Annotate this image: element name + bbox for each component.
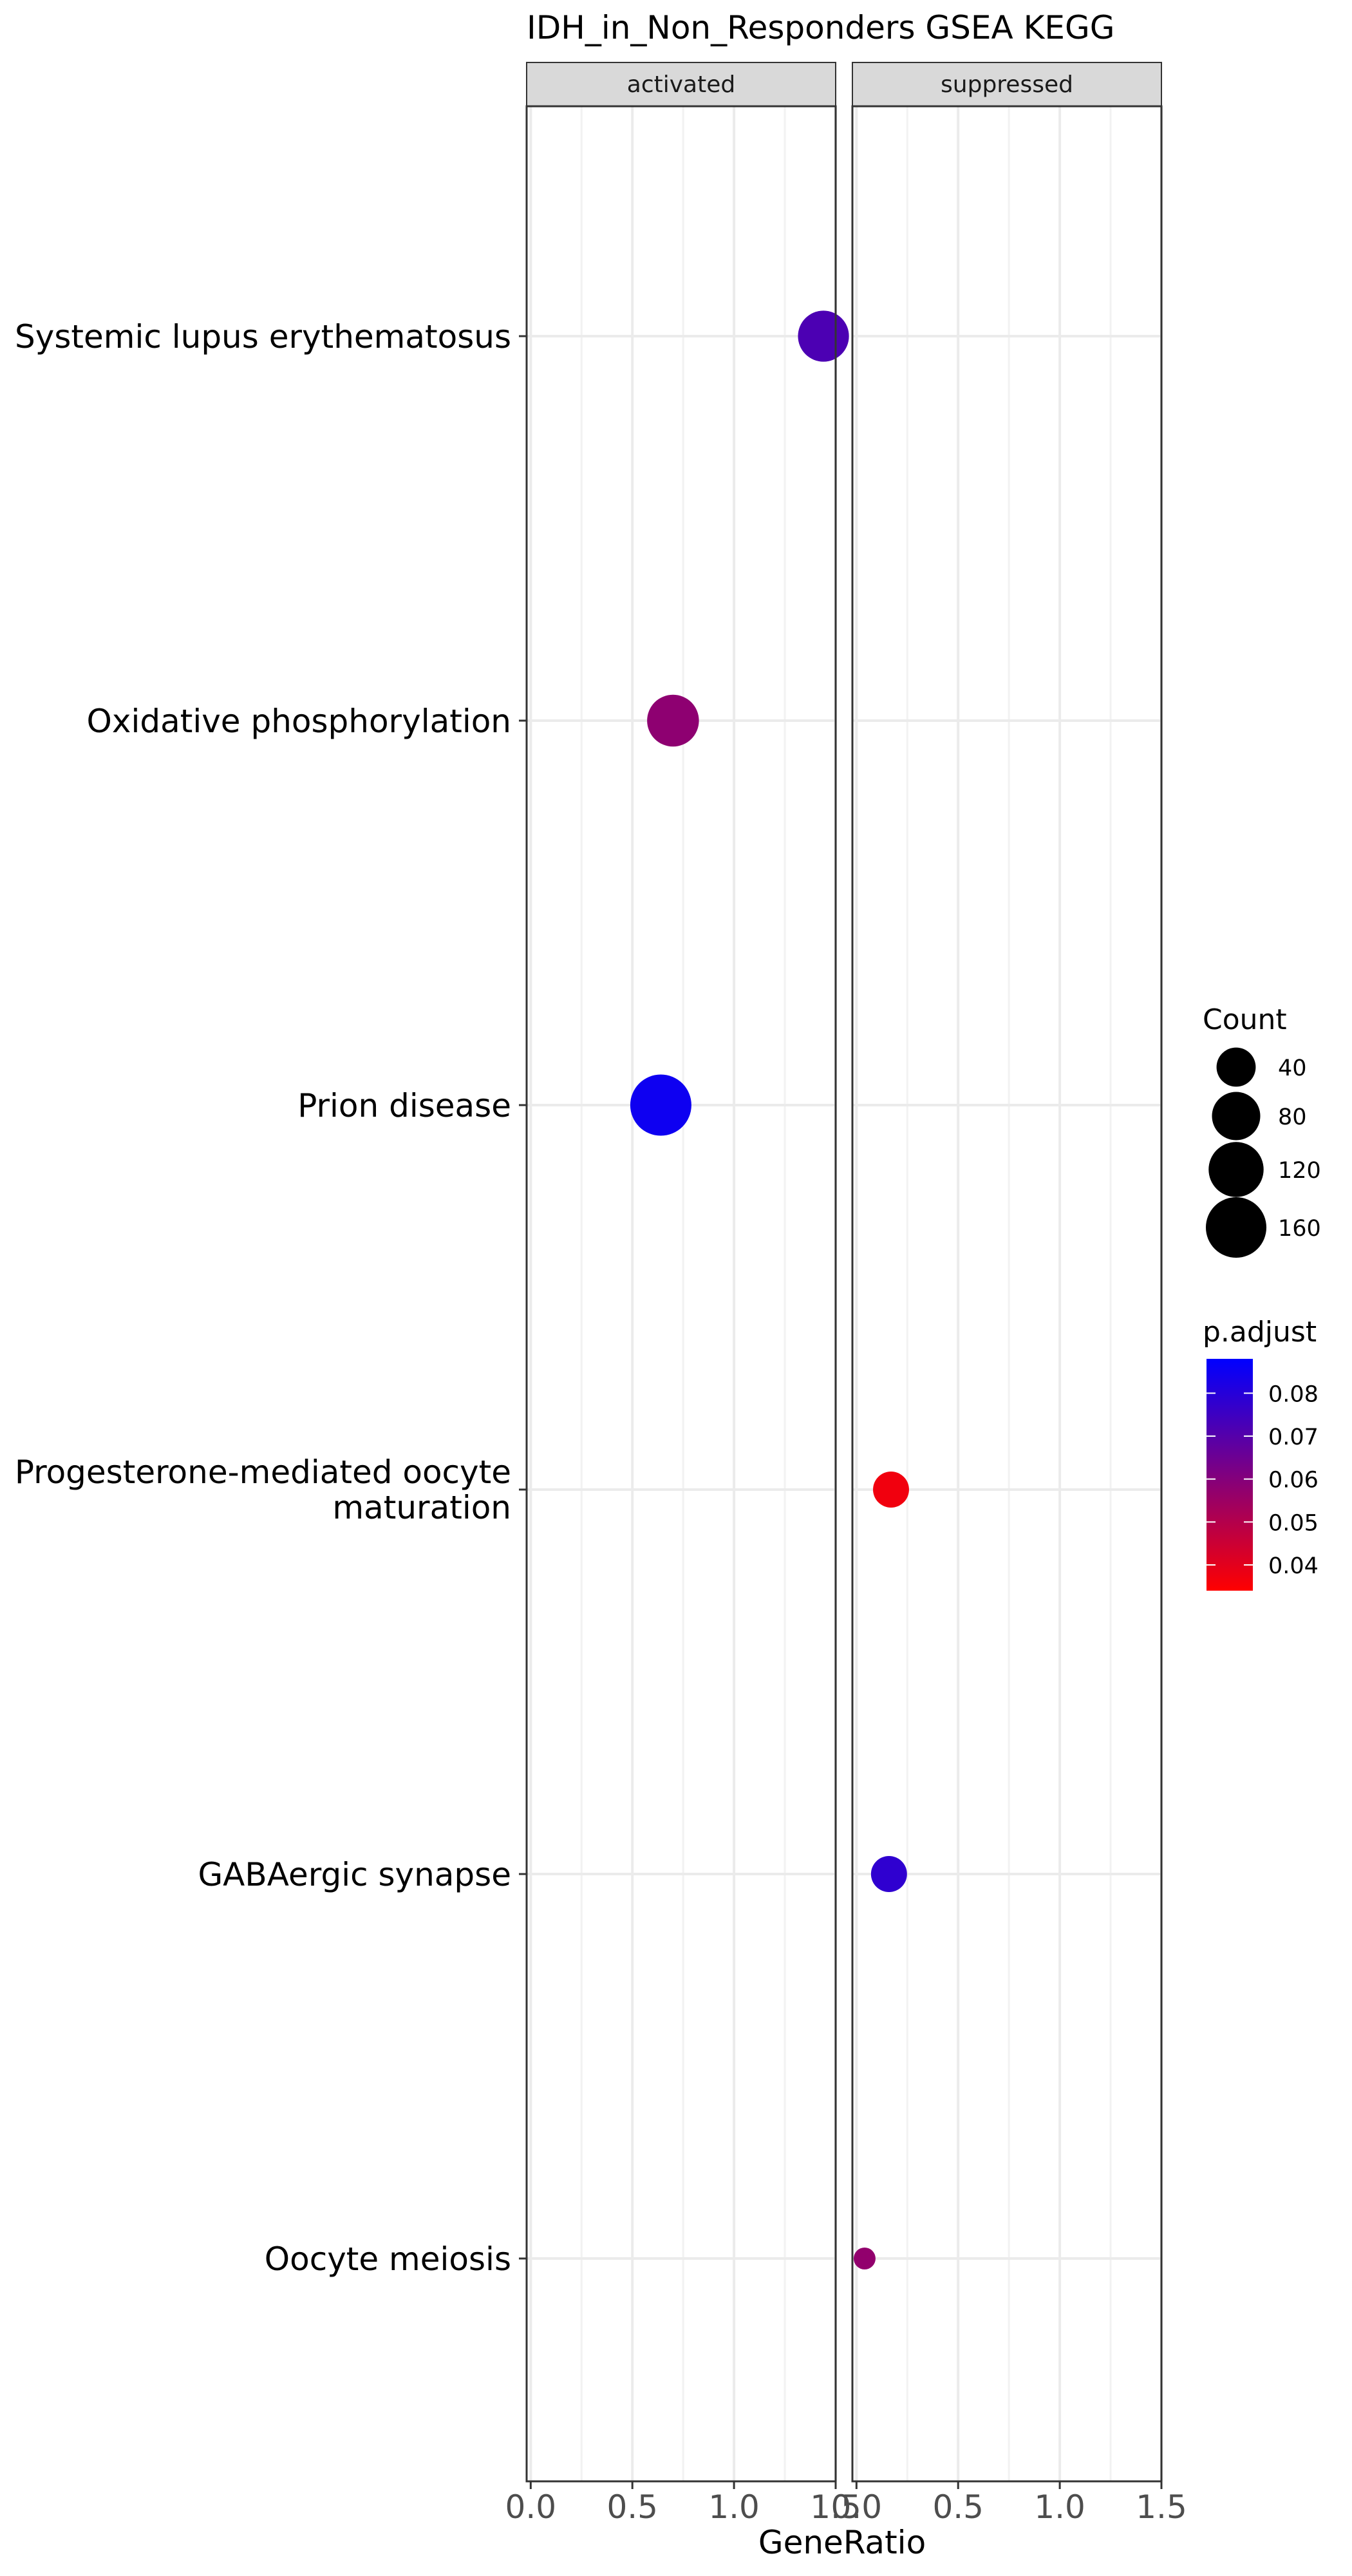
color-legend-label: 0.08 xyxy=(1268,1381,1319,1407)
data-point-progesterone-mediated-oocyte-maturation xyxy=(873,1472,909,1508)
x-tick-label: 1.5 xyxy=(1136,2488,1187,2526)
color-legend-label: 0.06 xyxy=(1268,1468,1319,1493)
y-label-systemic-lupus-erythematosus: Systemic lupus erythematosus xyxy=(15,318,511,355)
size-legend-title: Count xyxy=(1203,1003,1287,1036)
strip-background xyxy=(526,62,836,107)
x-tick-label: 1.0 xyxy=(708,2488,760,2526)
data-point-gabaergic-synapse xyxy=(870,1856,907,1892)
facet-panel-activated: activated 0.0 0.5 1.0 1.5 xyxy=(505,62,861,2526)
panel-border xyxy=(525,105,837,2483)
y-label-prion-disease: Prion disease xyxy=(297,1087,511,1124)
x-axis-title: GeneRatio xyxy=(758,2524,926,2561)
x-tick-label: 0.0 xyxy=(505,2488,557,2526)
x-tick-label: 0.0 xyxy=(831,2488,883,2526)
size-legend-key xyxy=(1216,1047,1256,1087)
legends: Count 40 80 120 160 p.adjust 0.08 0.07 0.06 0.05 0… xyxy=(1203,1003,1321,1591)
size-legend-key xyxy=(1205,1197,1267,1258)
size-legend-label: 80 xyxy=(1278,1104,1307,1130)
size-legend-key xyxy=(1208,1142,1264,1197)
facet-panels: activated 0.0 0.5 1.0 1.5 suppressed 0.0 0.5 1.0… xyxy=(505,62,1187,2526)
panel-border xyxy=(851,105,1163,2483)
size-legend-label: 40 xyxy=(1278,1056,1307,1081)
y-label-gabaergic-synapse: GABAergic synapse xyxy=(198,1856,511,1893)
data-point-oxidative-phosphorylation xyxy=(647,694,699,747)
size-legend-key xyxy=(1212,1092,1261,1141)
y-axis-labels: Systemic lupus erythematosus Oxidative ph… xyxy=(15,318,527,2278)
color-legend-label: 0.05 xyxy=(1268,1510,1319,1536)
data-point-prion-disease xyxy=(630,1074,691,1136)
y-label-progesterone-mediated-oocyte-maturation: Progesterone-mediated oocyte maturation xyxy=(15,1454,511,1526)
color-legend-label: 0.07 xyxy=(1268,1425,1319,1450)
strip-label-suppressed: suppressed xyxy=(941,71,1073,98)
color-legend-bar xyxy=(1206,1359,1253,1591)
panel-background xyxy=(527,106,836,2481)
panel-background xyxy=(852,106,1161,2481)
color-legend-label: 0.04 xyxy=(1268,1553,1319,1579)
size-legend-label: 160 xyxy=(1278,1216,1321,1242)
chart-title: IDH_in_Non_Responders GSEA KEGG xyxy=(527,9,1114,46)
facet-panel-suppressed: suppressed 0.0 0.5 1.0 1.5 xyxy=(831,62,1187,2526)
strip-background xyxy=(852,62,1162,107)
strip-label-activated: activated xyxy=(627,71,735,98)
x-tick-label: 1.5 xyxy=(810,2488,861,2526)
size-legend-label: 120 xyxy=(1278,1158,1321,1184)
data-point-systemic-lupus-erythematosus xyxy=(798,310,849,362)
x-tick-label: 0.5 xyxy=(932,2488,984,2526)
data-point-oocyte-meiosis xyxy=(853,2248,876,2269)
y-label-oxidative-phosphorylation: Oxidative phosphorylation xyxy=(87,703,512,740)
x-tick-label: 1.0 xyxy=(1034,2488,1085,2526)
x-tick-label: 0.5 xyxy=(606,2488,658,2526)
y-label-oocyte-meiosis: Oocyte meiosis xyxy=(265,2240,511,2278)
color-legend-title: p.adjust xyxy=(1203,1316,1317,1349)
